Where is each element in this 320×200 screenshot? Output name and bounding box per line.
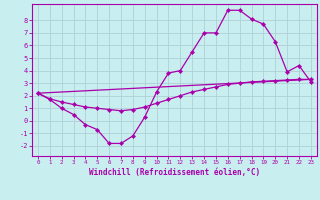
- X-axis label: Windchill (Refroidissement éolien,°C): Windchill (Refroidissement éolien,°C): [89, 168, 260, 177]
